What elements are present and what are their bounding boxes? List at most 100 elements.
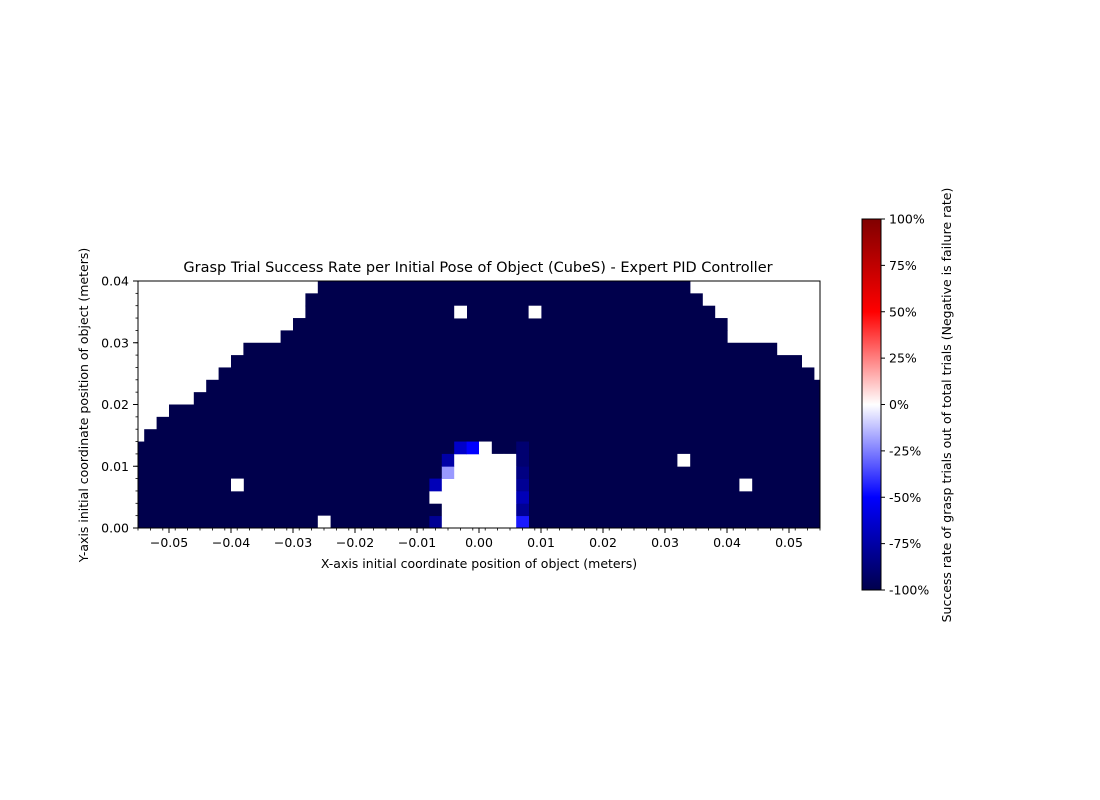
colorbar-tick-label: -25% bbox=[889, 443, 921, 458]
heatmap-row bbox=[317, 281, 691, 294]
heatmap-cell bbox=[516, 441, 529, 455]
heatmap-cell bbox=[516, 515, 529, 528]
heatmap-row bbox=[144, 429, 820, 443]
heatmap-row bbox=[206, 379, 820, 393]
heatmap-cell bbox=[429, 515, 443, 528]
heatmap-cell bbox=[466, 441, 480, 455]
x-tick-label: 0.04 bbox=[713, 535, 741, 550]
y-axis-ticks: 0.00 0.01 0.02 0.03 0.04 bbox=[101, 274, 138, 536]
colorbar-tick-label: 50% bbox=[889, 304, 917, 319]
heatmap-row bbox=[231, 355, 802, 369]
heatmap-cell bbox=[466, 466, 480, 479]
heatmap-cell bbox=[739, 478, 753, 492]
heatmap-cell bbox=[466, 490, 480, 504]
colorbar-ticks: 100% 75% 50% 25% 0% -25% -50% -75% -100% bbox=[881, 212, 929, 598]
x-tick-label: −0.01 bbox=[398, 535, 436, 550]
heatmap-row bbox=[305, 293, 703, 307]
heatmap-cell bbox=[491, 503, 505, 517]
heatmap-cell bbox=[491, 466, 505, 479]
heatmap-cell bbox=[479, 515, 492, 528]
heatmap-cell bbox=[441, 466, 455, 479]
y-tick-label: 0.04 bbox=[101, 274, 129, 289]
heatmap-cell bbox=[454, 490, 467, 504]
x-tick-label: 0.00 bbox=[465, 535, 493, 550]
heatmap-row bbox=[293, 318, 728, 331]
x-tick-label: −0.05 bbox=[150, 535, 188, 550]
heatmap-cell bbox=[491, 478, 505, 492]
heatmap-row bbox=[218, 367, 815, 381]
heatmap-cell bbox=[231, 478, 244, 492]
heatmap-row bbox=[305, 305, 716, 319]
heatmap-cell bbox=[317, 515, 331, 528]
colorbar-tick-label: 0% bbox=[889, 397, 909, 412]
chart-title: Grasp Trial Success Rate per Initial Pos… bbox=[183, 260, 772, 276]
heatmap-cell bbox=[429, 490, 443, 504]
heatmap-cell bbox=[503, 490, 517, 504]
heatmap-cell bbox=[503, 515, 517, 528]
colorbar-tick-label: -75% bbox=[889, 536, 921, 551]
heatmap-cell bbox=[503, 453, 517, 467]
heatmap-cell bbox=[441, 453, 455, 467]
heatmap-cell bbox=[516, 503, 529, 517]
heatmap-cell bbox=[454, 305, 467, 319]
x-tick-label: 0.01 bbox=[527, 535, 555, 550]
colorbar-tick-label: -100% bbox=[889, 583, 929, 598]
heatmap-cell bbox=[454, 466, 467, 479]
colorbar bbox=[861, 218, 882, 591]
heatmap-cell bbox=[491, 453, 505, 467]
heatmap-row bbox=[280, 330, 728, 344]
heatmap-cell bbox=[479, 453, 492, 467]
heatmap-row bbox=[193, 392, 820, 406]
colorbar-tick-label: 25% bbox=[889, 351, 917, 366]
heatmap-cell bbox=[466, 478, 480, 492]
heatmap-cell bbox=[454, 453, 467, 467]
heatmap-cell bbox=[491, 515, 505, 528]
x-tick-label: −0.03 bbox=[274, 535, 312, 550]
heatmap-cell bbox=[516, 490, 529, 504]
x-tick-label: 0.05 bbox=[775, 535, 803, 550]
heatmap-cell bbox=[528, 305, 542, 319]
y-axis-label: Y-axis initial coordinate position of ob… bbox=[76, 248, 91, 564]
x-axis-ticks: −0.05 −0.04 −0.03 −0.02 −0.01 0.00 0.01 0.02 0.0… bbox=[137, 528, 821, 550]
heatmap-row bbox=[169, 404, 820, 418]
colorbar-tick-label: 100% bbox=[889, 212, 925, 227]
heatmap-cell bbox=[479, 478, 492, 492]
heatmap-cell bbox=[454, 515, 467, 528]
heatmap-cell bbox=[503, 503, 517, 517]
heatmap-cell bbox=[516, 478, 529, 492]
heatmap-cell bbox=[429, 503, 443, 517]
heatmap-cell bbox=[441, 515, 455, 528]
x-axis-label: X-axis initial coordinate position of ob… bbox=[321, 556, 637, 571]
colorbar-label: Success rate of grasp trials out of tota… bbox=[939, 188, 954, 623]
colorbar-tick-label: -50% bbox=[889, 490, 921, 505]
x-tick-label: 0.02 bbox=[589, 535, 617, 550]
heatmap-cell bbox=[479, 441, 492, 455]
y-tick-label: 0.01 bbox=[101, 459, 129, 474]
heatmap-cell bbox=[441, 503, 455, 517]
heatmap-row bbox=[243, 342, 778, 356]
heatmap-row bbox=[156, 416, 820, 430]
heatmap-cell bbox=[479, 466, 492, 479]
y-tick-label: 0.02 bbox=[101, 397, 129, 412]
heatmap-cell bbox=[491, 490, 505, 504]
colorbar-tick-label: 75% bbox=[889, 258, 917, 273]
heatmap-cell bbox=[516, 466, 529, 479]
heatmap-cell bbox=[466, 503, 480, 517]
heatmap-cell bbox=[479, 503, 492, 517]
x-tick-label: 0.03 bbox=[651, 535, 679, 550]
y-tick-label: 0.03 bbox=[101, 335, 129, 350]
y-tick-label: 0.00 bbox=[101, 521, 129, 536]
heatmap-cell bbox=[516, 453, 529, 467]
heatmap-cells bbox=[138, 281, 820, 528]
heatmap-cell bbox=[466, 515, 480, 528]
x-tick-label: −0.02 bbox=[336, 535, 374, 550]
heatmap-cell bbox=[441, 490, 455, 504]
heatmap-cell bbox=[454, 478, 467, 492]
heatmap-cell bbox=[466, 453, 480, 467]
heatmap-cell bbox=[429, 478, 443, 492]
heatmap-cell bbox=[479, 490, 492, 504]
x-tick-label: −0.04 bbox=[212, 535, 250, 550]
heatmap-cell bbox=[677, 453, 691, 467]
heatmap-cell bbox=[454, 503, 467, 517]
